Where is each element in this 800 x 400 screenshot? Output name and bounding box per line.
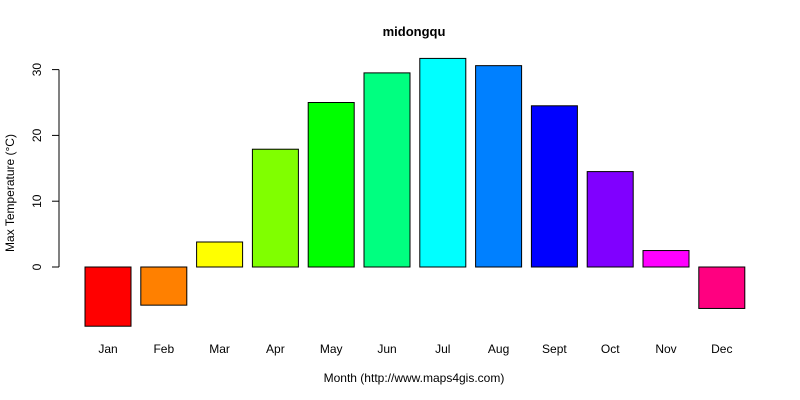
x-tick-label: Feb bbox=[153, 342, 174, 356]
y-tick-label: 20 bbox=[30, 128, 44, 142]
bar-sept bbox=[530, 105, 578, 268]
y-tick-label: 0 bbox=[30, 263, 44, 270]
y-axis-label: Max Temperature (°C) bbox=[3, 134, 17, 252]
y-tick-label: 10 bbox=[30, 194, 44, 208]
bar-jan bbox=[84, 266, 132, 327]
x-tick-label: Jul bbox=[435, 342, 450, 356]
x-tick-label: May bbox=[320, 342, 343, 356]
x-tick-label: Dec bbox=[711, 342, 732, 356]
x-tick-label: Aug bbox=[488, 342, 509, 356]
bar-jun bbox=[363, 72, 411, 268]
x-tick-labels: Jan Feb Mar Apr May Jun Jul Aug Sept Oct Nov Dec bbox=[98, 342, 732, 356]
y-axis: 0 10 20 30 bbox=[30, 63, 60, 270]
x-tick-label: Nov bbox=[655, 342, 676, 356]
bar-feb bbox=[140, 266, 188, 306]
x-tick-label: Jan bbox=[98, 342, 117, 356]
bars bbox=[84, 57, 746, 327]
x-tick-label: Apr bbox=[266, 342, 285, 356]
bar-may bbox=[307, 102, 355, 268]
bar-apr bbox=[251, 148, 299, 268]
x-tick-label: Jun bbox=[377, 342, 396, 356]
y-tick-label: 30 bbox=[30, 63, 44, 77]
bar-aug bbox=[475, 65, 523, 268]
chart-title: midongqu bbox=[383, 24, 446, 39]
x-tick-label: Mar bbox=[209, 342, 230, 356]
bar-oct bbox=[586, 171, 634, 268]
bar-dec bbox=[698, 266, 746, 309]
bar-jul bbox=[419, 57, 467, 268]
x-axis-label: Month (http://www.maps4gis.com) bbox=[324, 371, 505, 385]
bar-mar bbox=[196, 241, 244, 268]
x-tick-label: Oct bbox=[601, 342, 620, 356]
bar-nov bbox=[642, 250, 690, 268]
x-tick-label: Sept bbox=[542, 342, 567, 356]
